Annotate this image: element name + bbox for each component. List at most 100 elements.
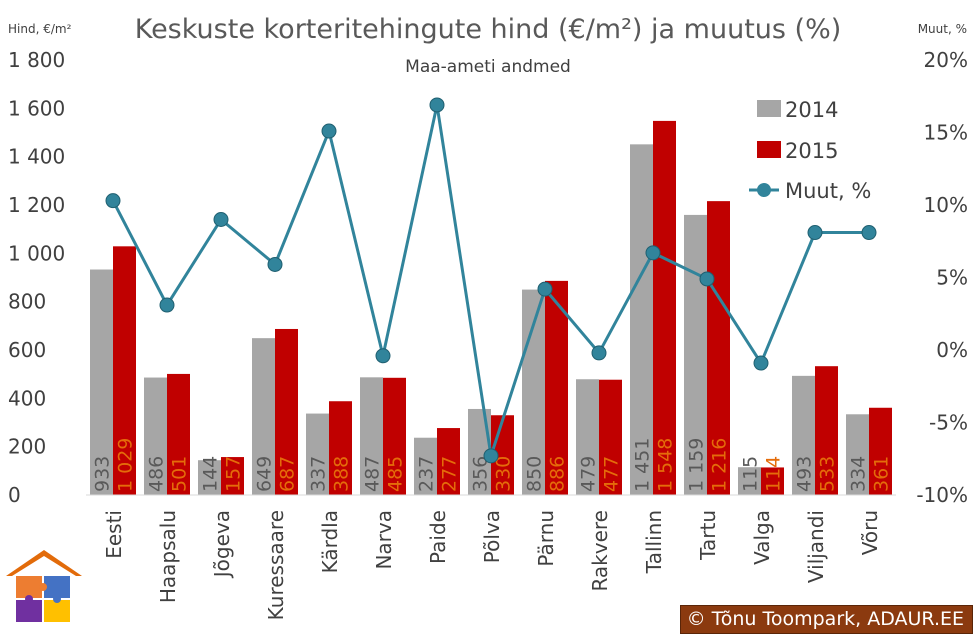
data-label-2015: 687: [277, 456, 299, 492]
bar-2014: [846, 414, 869, 495]
left-axis-ticks: 0 200 400 600 800 1 000 1 200 1 400 1 600 1 800: [8, 48, 65, 507]
data-label-2014: 334: [848, 456, 870, 492]
change-point: [483, 448, 499, 464]
legend-marker-muut: [757, 183, 771, 197]
change-point: [375, 348, 391, 364]
bar-2014: [792, 375, 815, 495]
legend-label-2014: 2014: [785, 98, 838, 122]
bar-2014: [684, 214, 707, 496]
legend: 2014 2015 Muut, %: [749, 98, 871, 203]
bar-2014: [576, 379, 599, 495]
copyright-badge: © Tõnu Toompark, ADAUR.EE: [679, 605, 973, 634]
category-label: Haapsalu: [156, 510, 180, 603]
category-label: Kuressaare: [264, 510, 288, 620]
bar-2014: [414, 437, 437, 495]
change-point: [429, 97, 445, 113]
data-label-2015: 1 548: [655, 438, 677, 492]
bar-2015: [869, 407, 892, 495]
bar-2014: [198, 460, 221, 495]
left-tick-label: 400: [8, 386, 46, 410]
bar-2014: [360, 377, 383, 495]
bar-2015: [437, 428, 460, 495]
bar-2015: [761, 467, 784, 495]
bar-2014: [306, 413, 329, 495]
category-label: Tartu: [696, 510, 720, 561]
data-label-2015: 501: [169, 456, 191, 492]
right-tick-label: 15%: [924, 121, 968, 145]
bar-2015: [653, 120, 676, 496]
category-label: Viljandi: [804, 510, 828, 583]
bar-2015: [599, 379, 622, 495]
left-tick-label: 600: [8, 338, 46, 362]
bar-2014: [468, 408, 491, 495]
chart-title: Keskuste korteritehingute hind (€/m²) ja…: [135, 14, 842, 45]
house-puzzle-logo: [6, 550, 82, 622]
category-label: Põlva: [480, 510, 504, 563]
data-label-2014: 493: [794, 456, 816, 492]
category-label: Paide: [426, 510, 450, 564]
data-label-2015: 886: [547, 456, 569, 492]
category-label: Rakvere: [588, 510, 612, 592]
left-tick-label: 800: [8, 290, 46, 314]
data-label-2015: 157: [223, 456, 245, 492]
bar-2015: [167, 373, 190, 495]
data-label-2014: 850: [524, 456, 546, 492]
right-axis-ticks: -10% -5% 0% 5% 10% 15% 20%: [916, 48, 968, 507]
left-tick-label: 200: [8, 435, 46, 459]
bar-2014: [144, 377, 167, 495]
bar-series: [90, 120, 892, 496]
left-tick-label: 1 600: [8, 96, 65, 120]
legend-swatch-2014: [757, 100, 781, 117]
data-label-2015: 114: [763, 456, 785, 492]
bar-2015: [545, 280, 568, 495]
category-label: Jõgeva: [210, 510, 234, 579]
change-point: [699, 271, 715, 287]
right-tick-label: -10%: [916, 483, 968, 507]
bar-2015: [221, 457, 244, 495]
right-tick-label: 5%: [936, 266, 968, 290]
data-label-2014: 337: [308, 456, 330, 492]
data-label-2015: 1 029: [115, 438, 137, 492]
data-label-2014: 356: [470, 456, 492, 492]
change-point: [753, 355, 769, 371]
change-point: [591, 345, 607, 361]
chart-subtitle: Maa-ameti andmed: [405, 57, 571, 77]
data-label-2015: 361: [871, 456, 893, 492]
data-label-2014: 1 451: [632, 438, 654, 492]
data-label-2014: 144: [200, 456, 222, 492]
data-label-2014: 237: [416, 456, 438, 492]
left-tick-label: 0: [8, 483, 21, 507]
category-label: Tallinn: [642, 510, 666, 574]
right-tick-label: -5%: [929, 411, 968, 435]
data-label-2015: 388: [331, 456, 353, 492]
right-tick-label: 10%: [924, 193, 968, 217]
data-label-2015: 277: [439, 456, 461, 492]
bar-2014: [252, 338, 275, 495]
change-point: [321, 123, 337, 139]
bar-2015: [383, 377, 406, 495]
category-label: Narva: [372, 510, 396, 570]
data-label-2015: 330: [493, 456, 515, 492]
bar-2015: [329, 401, 352, 495]
left-tick-label: 1 400: [8, 145, 65, 169]
bar-2015: [275, 328, 298, 495]
left-tick-label: 1 000: [8, 241, 65, 265]
data-label-2014: 487: [362, 456, 384, 492]
data-label-2015: 477: [601, 456, 623, 492]
bar-2015: [815, 366, 838, 495]
data-label-2014: 479: [578, 456, 600, 492]
left-axis-label: Hind, €/m²: [8, 22, 72, 36]
change-point: [159, 297, 175, 313]
left-tick-label: 1 800: [8, 48, 65, 72]
bar-2014: [738, 467, 761, 495]
change-line: [111, 104, 869, 457]
data-label-2015: 485: [385, 456, 407, 492]
category-label: Kärdla: [318, 510, 342, 573]
data-label-2015: 1 216: [709, 438, 731, 492]
right-axis-label: Muut, %: [918, 22, 967, 36]
category-labels: Eesti Haapsalu Jõgeva Kuressaare Kärdla Narva…: [102, 510, 882, 620]
right-tick-label: 20%: [924, 48, 968, 72]
bar-2014: [630, 144, 653, 495]
change-line-series: [105, 97, 877, 464]
